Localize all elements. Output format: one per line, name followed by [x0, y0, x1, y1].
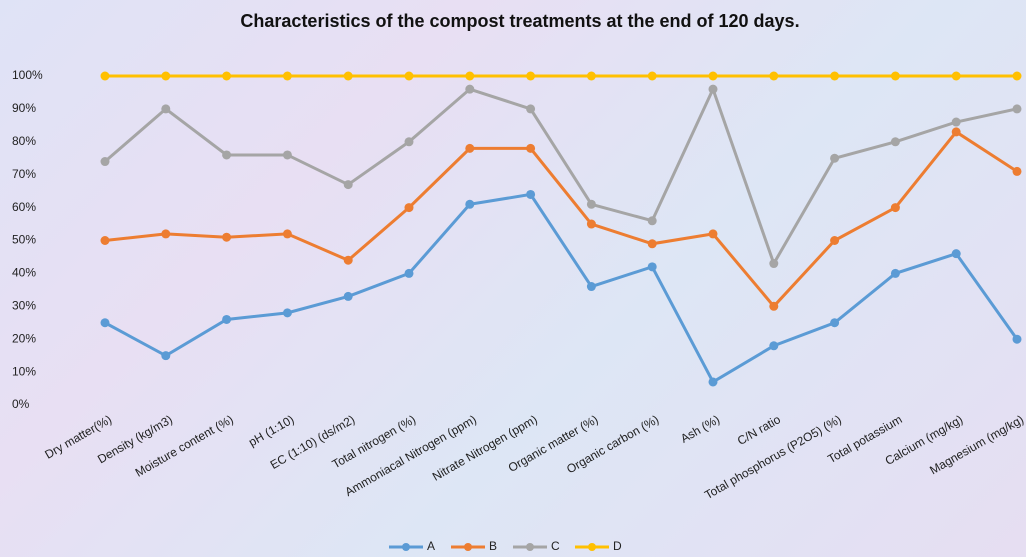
data-point [161, 229, 171, 239]
series-line [104, 85, 1018, 268]
data-point [708, 377, 718, 387]
y-tick-label: 0% [12, 397, 30, 411]
data-point [647, 71, 657, 81]
y-tick-label: 70% [12, 167, 36, 181]
data-point [708, 71, 718, 81]
data-point [222, 71, 232, 81]
data-point [1012, 334, 1022, 344]
chart-title: Characteristics of the compost treatment… [240, 11, 800, 31]
x-tick-label: Moisture content (%) [133, 412, 236, 479]
data-point [161, 351, 171, 361]
legend-label: A [427, 539, 435, 553]
data-point [830, 236, 840, 245]
data-point [769, 301, 779, 311]
data-point [890, 71, 900, 81]
legend-marker [526, 543, 534, 551]
data-point [647, 216, 657, 226]
data-point [343, 255, 353, 265]
data-point [769, 341, 779, 351]
data-point [465, 84, 475, 94]
legend-label: D [613, 539, 622, 553]
x-tick-label: pH (1:10) [246, 412, 296, 449]
x-tick-label: Nitrate Nitrogen (ppm) [430, 412, 540, 483]
data-point [100, 318, 110, 328]
data-point [1012, 166, 1022, 176]
data-point [830, 71, 840, 81]
data-point [343, 180, 353, 190]
legend-marker [464, 543, 472, 551]
data-point [222, 314, 232, 324]
data-point [161, 71, 171, 81]
data-point [769, 71, 779, 81]
data-point [526, 143, 536, 153]
legend-marker [402, 543, 410, 551]
data-point [647, 239, 657, 249]
data-point [951, 71, 961, 81]
x-tick-label: C/N ratio [735, 412, 783, 448]
data-point [404, 137, 414, 147]
data-point [100, 157, 110, 167]
data-point [951, 117, 961, 127]
data-point [161, 104, 171, 114]
data-point [404, 203, 414, 213]
data-point [830, 153, 840, 163]
y-tick-label: 100% [12, 68, 43, 82]
data-point [526, 104, 536, 114]
x-tick-label: Ash (%) [678, 412, 722, 445]
data-point [465, 71, 475, 81]
data-point [951, 249, 961, 259]
y-tick-label: 60% [12, 200, 36, 214]
data-point [708, 229, 718, 239]
y-tick-label: 10% [12, 364, 36, 378]
data-point [222, 232, 232, 242]
data-point [769, 259, 779, 269]
data-point [708, 84, 718, 94]
data-point [526, 189, 536, 199]
data-point [465, 143, 475, 153]
data-point [890, 203, 900, 213]
legend-label: B [489, 539, 497, 553]
data-point [100, 71, 110, 81]
series-line [104, 129, 1018, 309]
y-tick-label: 20% [12, 331, 36, 345]
data-point [222, 150, 232, 160]
data-point [465, 199, 475, 209]
data-point [282, 229, 292, 239]
data-point [586, 282, 596, 292]
y-tick-label: 50% [12, 233, 36, 247]
data-point [890, 268, 900, 278]
series-line [104, 192, 1019, 385]
data-point [1012, 71, 1022, 81]
legend-label: C [551, 539, 560, 553]
data-point [1012, 104, 1022, 114]
data-point [586, 219, 596, 229]
y-tick-label: 80% [12, 134, 36, 148]
y-tick-label: 40% [12, 266, 36, 280]
data-point [100, 236, 110, 245]
data-point [343, 71, 353, 81]
legend-marker [588, 543, 596, 551]
data-point [951, 127, 961, 137]
data-point [282, 150, 292, 160]
data-point [282, 71, 292, 81]
data-point [343, 291, 353, 301]
data-point [404, 71, 414, 81]
y-tick-label: 90% [12, 101, 36, 115]
data-point [830, 318, 840, 328]
data-point [282, 308, 292, 318]
data-point [586, 199, 596, 209]
data-point [647, 262, 657, 272]
data-point [526, 71, 536, 81]
data-point [890, 137, 900, 147]
data-point [586, 71, 596, 81]
y-tick-label: 30% [12, 298, 36, 312]
data-point [404, 268, 414, 278]
